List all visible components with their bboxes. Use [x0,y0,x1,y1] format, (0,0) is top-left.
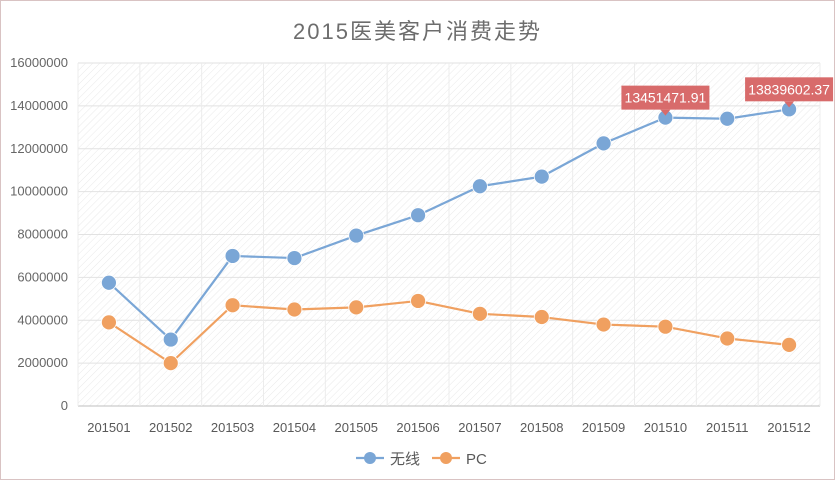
legend-marker [440,452,452,464]
legend-label: 无线 [390,451,420,468]
data-point [533,168,550,185]
x-tick-label: 201509 [582,420,625,435]
data-point [472,305,488,322]
y-tick-label: 14000000 [10,98,68,113]
data-point [595,135,612,152]
x-tick-label: 201511 [706,420,748,435]
data-point [472,178,488,195]
x-tick-label: 201502 [149,420,192,435]
x-tick-label: 201503 [211,420,254,435]
legend-marker [364,452,376,464]
x-tick-label: 201504 [273,420,316,435]
y-tick-label: 16000000 [10,55,68,70]
data-label-box [745,77,834,102]
data-point [286,301,303,318]
y-tick-label: 10000000 [10,184,68,199]
x-tick-label: 201508 [520,420,563,435]
chart-title: 2015医美客户消费走势 [293,19,542,44]
data-point [224,297,241,314]
y-tick-label: 8000000 [17,227,68,242]
data-label-text: 13839602.37 [748,81,830,97]
data-point [162,355,179,372]
data-point [781,337,797,353]
legend-label: PC [466,451,487,468]
data-label: 13839602.37 [745,77,834,108]
y-tick-label: 12000000 [10,141,68,156]
y-tick-label: 2000000 [17,355,68,370]
data-point [224,248,241,264]
data-label-pointer [660,109,671,116]
data-label: 13451471.91 [621,85,710,116]
data-point [101,314,117,331]
x-tick-label: 201512 [767,420,810,435]
data-point [719,330,736,347]
data-label-pointer [784,101,795,108]
y-tick-label: 6000000 [17,269,68,284]
data-point [286,250,303,266]
legend-item-1: PC [432,451,487,468]
legend-item-0: 无线 [356,451,420,468]
x-tick-label: 201507 [458,420,501,435]
data-point [595,316,612,333]
y-tick-label: 0 [61,398,68,413]
data-point [348,227,365,244]
x-tick-label: 201506 [396,420,439,435]
x-tick-label: 201510 [644,420,687,435]
data-point [719,110,736,127]
series-line-0 [108,108,790,341]
data-point [657,318,674,335]
data-point [533,309,550,325]
data-point [162,331,179,348]
data-point [101,274,117,291]
data-label-box [621,85,710,110]
data-point [410,293,426,309]
data-point [348,299,365,316]
y-tick-label: 4000000 [17,312,68,327]
x-tick-label: 201501 [87,420,130,435]
x-tick-label: 201505 [335,420,378,435]
data-label-text: 13451471.91 [625,90,707,106]
data-point [410,207,426,224]
series-line-1 [108,299,790,365]
